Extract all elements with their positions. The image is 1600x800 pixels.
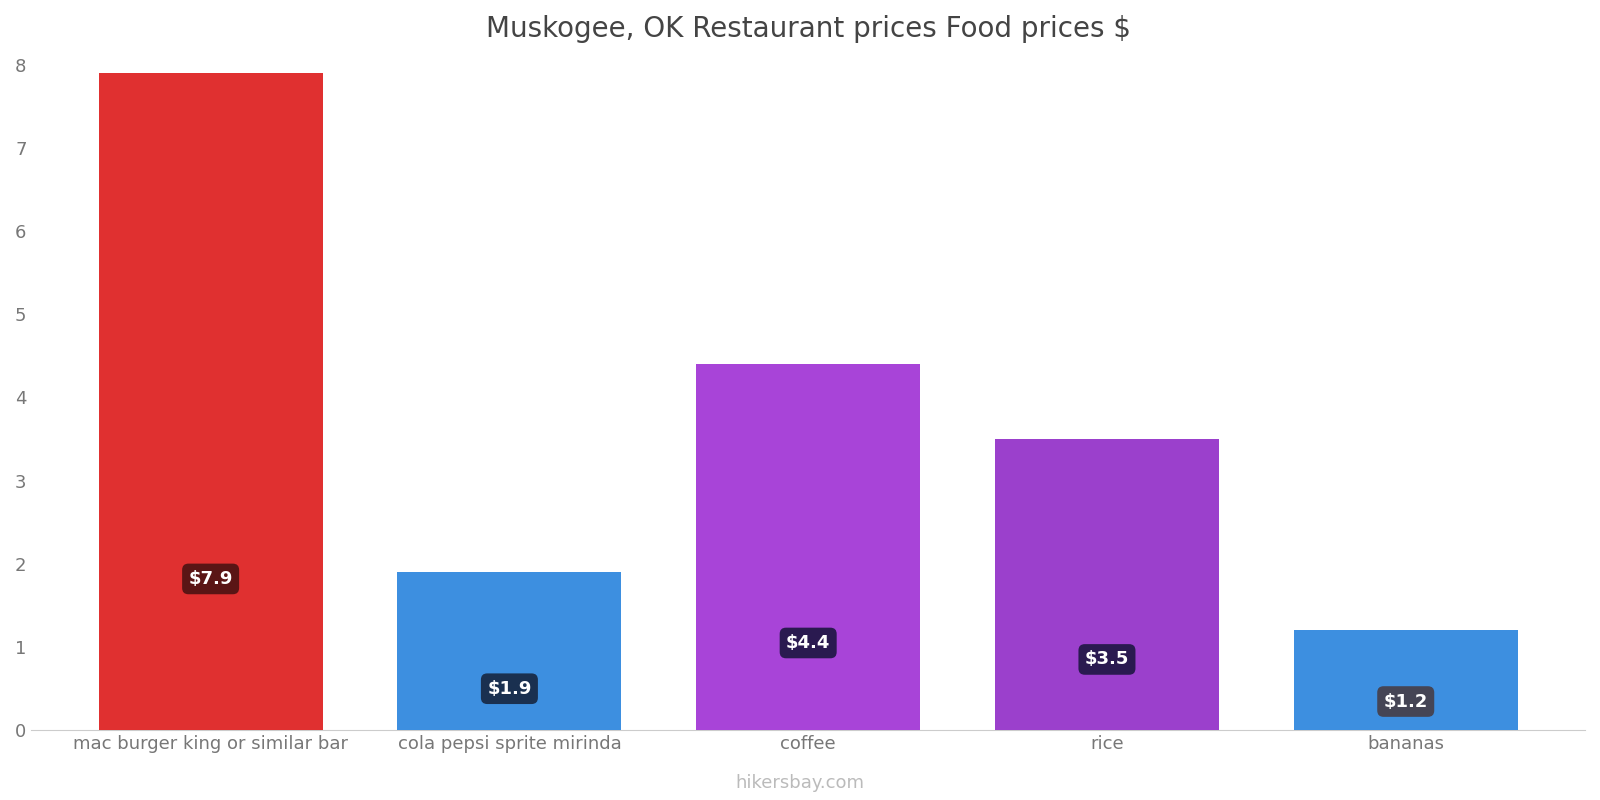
Title: Muskogee, OK Restaurant prices Food prices $: Muskogee, OK Restaurant prices Food pric…: [486, 15, 1131, 43]
Bar: [397, 572, 621, 730]
Text: $1.9: $1.9: [488, 680, 531, 698]
Bar: [99, 73, 323, 730]
Text: $7.9: $7.9: [189, 570, 234, 588]
Text: hikersbay.com: hikersbay.com: [736, 774, 864, 792]
Bar: [995, 439, 1219, 730]
Text: $1.2: $1.2: [1384, 693, 1427, 710]
Text: $3.5: $3.5: [1085, 650, 1130, 669]
Bar: [1294, 630, 1518, 730]
Text: $4.4: $4.4: [786, 634, 830, 652]
Bar: [696, 364, 920, 730]
